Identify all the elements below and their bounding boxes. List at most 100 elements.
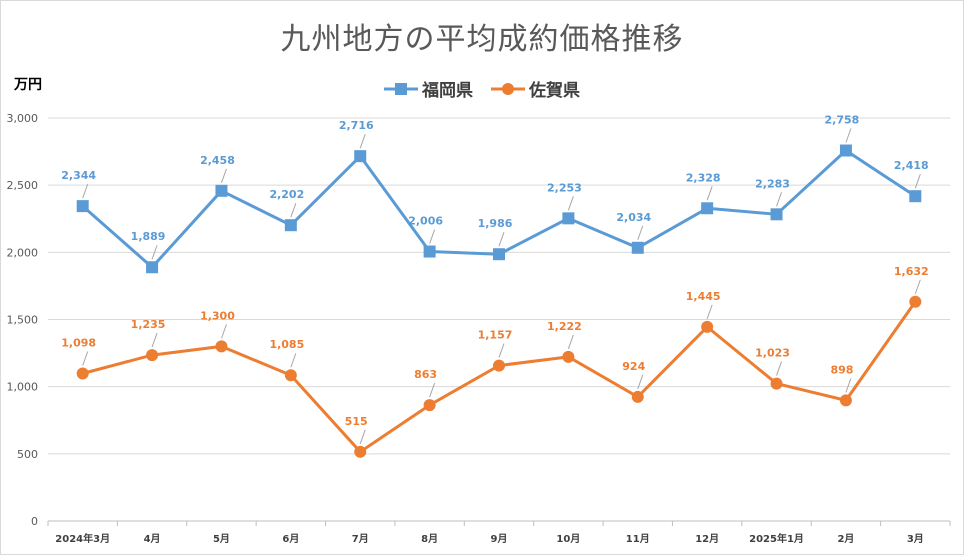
data-label: 2,758 [825, 114, 860, 127]
legend-label-saga: 佐賀県 [529, 81, 580, 101]
legend-item-fukuoka: 福岡県 [384, 76, 473, 101]
legend-item-saga: 佐賀県 [491, 76, 580, 101]
data-label: 898 [830, 363, 853, 376]
y-tick-label: 2,500 [7, 179, 39, 192]
data-label-leader [290, 203, 297, 218]
data-label-leader [151, 245, 158, 260]
x-tick-label: 4月 [144, 533, 161, 545]
data-point-square [909, 190, 922, 203]
data-point-circle [839, 394, 852, 407]
data-label: 515 [345, 415, 368, 428]
data-label-leader [359, 429, 366, 444]
data-label-leader [706, 304, 713, 320]
legend-swatch-square-icon [384, 82, 418, 95]
data-point-square [423, 245, 436, 258]
x-tick-label: 5月 [213, 533, 230, 545]
data-label: 2,253 [547, 181, 582, 194]
data-point-square [493, 248, 505, 261]
data-label: 2,344 [61, 169, 96, 182]
legend-label-fukuoka: 福岡県 [422, 81, 473, 101]
data-point-square [562, 212, 575, 225]
data-label-leader [220, 324, 227, 339]
data-label: 1,098 [61, 337, 96, 350]
y-tick-label: 1,500 [7, 314, 39, 327]
data-point-square [839, 144, 852, 157]
data-point-circle [354, 445, 367, 458]
y-tick-label: 3,000 [7, 112, 39, 125]
data-label-leader [567, 334, 574, 350]
data-point-circle [562, 350, 575, 363]
data-point-square [76, 200, 89, 213]
data-label-leader [845, 378, 852, 393]
data-label-leader [567, 196, 574, 211]
data-label-leader [914, 279, 921, 294]
data-label-leader [637, 374, 644, 390]
data-label: 2,202 [269, 188, 304, 201]
data-label-leader [290, 353, 297, 368]
data-point-circle [215, 340, 228, 353]
data-label: 2,328 [686, 171, 721, 184]
data-point-square [354, 150, 367, 163]
data-label-leader [151, 332, 158, 348]
x-tick-label: 11月 [626, 533, 650, 545]
legend-swatch-circle-icon [491, 82, 525, 95]
legend: 福岡県 佐賀県 [0, 76, 964, 101]
data-label-leader [429, 382, 436, 398]
data-label: 1,222 [547, 320, 582, 333]
data-label: 1,235 [131, 318, 166, 331]
y-axis-unit-label: 万円 [14, 77, 42, 93]
x-tick-label: 12月 [695, 533, 719, 545]
data-label-leader [776, 192, 783, 207]
data-point-circle [76, 367, 89, 380]
data-label-leader [220, 168, 227, 183]
data-label-leader [914, 174, 921, 189]
chart-title: 九州地方の平均成約価格推移 [280, 22, 684, 57]
data-point-circle [631, 390, 644, 403]
x-tick-label: 6月 [282, 533, 299, 545]
data-point-circle [284, 369, 297, 382]
data-label-leader [776, 361, 783, 376]
data-label-leader [845, 128, 852, 143]
y-tick-label: 2,000 [7, 246, 39, 259]
data-label: 1,986 [478, 217, 513, 230]
data-label: 2,006 [408, 215, 443, 228]
data-point-circle [493, 359, 505, 372]
data-label-leader [359, 133, 366, 149]
data-label-leader [706, 186, 713, 201]
data-label-leader [498, 343, 505, 358]
data-point-circle [423, 399, 436, 412]
data-point-square [631, 241, 644, 254]
data-label: 1,445 [686, 290, 721, 303]
data-label: 1,889 [131, 230, 166, 243]
data-point-square [146, 261, 159, 274]
data-label-leader [429, 229, 436, 244]
data-point-circle [701, 320, 714, 333]
data-label-leader [82, 183, 89, 199]
data-label-leader [637, 225, 644, 240]
data-point-circle [146, 349, 159, 362]
x-tick-label: 10月 [556, 533, 580, 545]
x-tick-label: 9月 [491, 533, 508, 545]
data-label: 1,023 [755, 347, 790, 360]
data-label: 1,157 [478, 329, 513, 342]
data-point-square [284, 219, 297, 232]
data-point-square [215, 184, 228, 197]
series-line-1 [82, 300, 917, 454]
data-label: 2,418 [894, 159, 929, 172]
x-tick-label: 2024年3月 [55, 532, 110, 545]
data-point-circle [770, 377, 783, 390]
data-label: 1,632 [894, 265, 929, 278]
x-tick-label: 3月 [907, 533, 924, 545]
data-label: 2,458 [200, 154, 235, 167]
data-label: 1,300 [200, 309, 235, 322]
x-tick-label: 8月 [421, 533, 438, 545]
data-label: 1,085 [269, 338, 304, 351]
data-point-circle [909, 295, 922, 308]
data-label: 924 [622, 360, 645, 373]
data-label-leader [82, 351, 89, 366]
x-tick-label: 7月 [352, 533, 369, 545]
x-tick-label: 2025年1月 [749, 532, 804, 545]
data-label: 863 [414, 368, 437, 381]
